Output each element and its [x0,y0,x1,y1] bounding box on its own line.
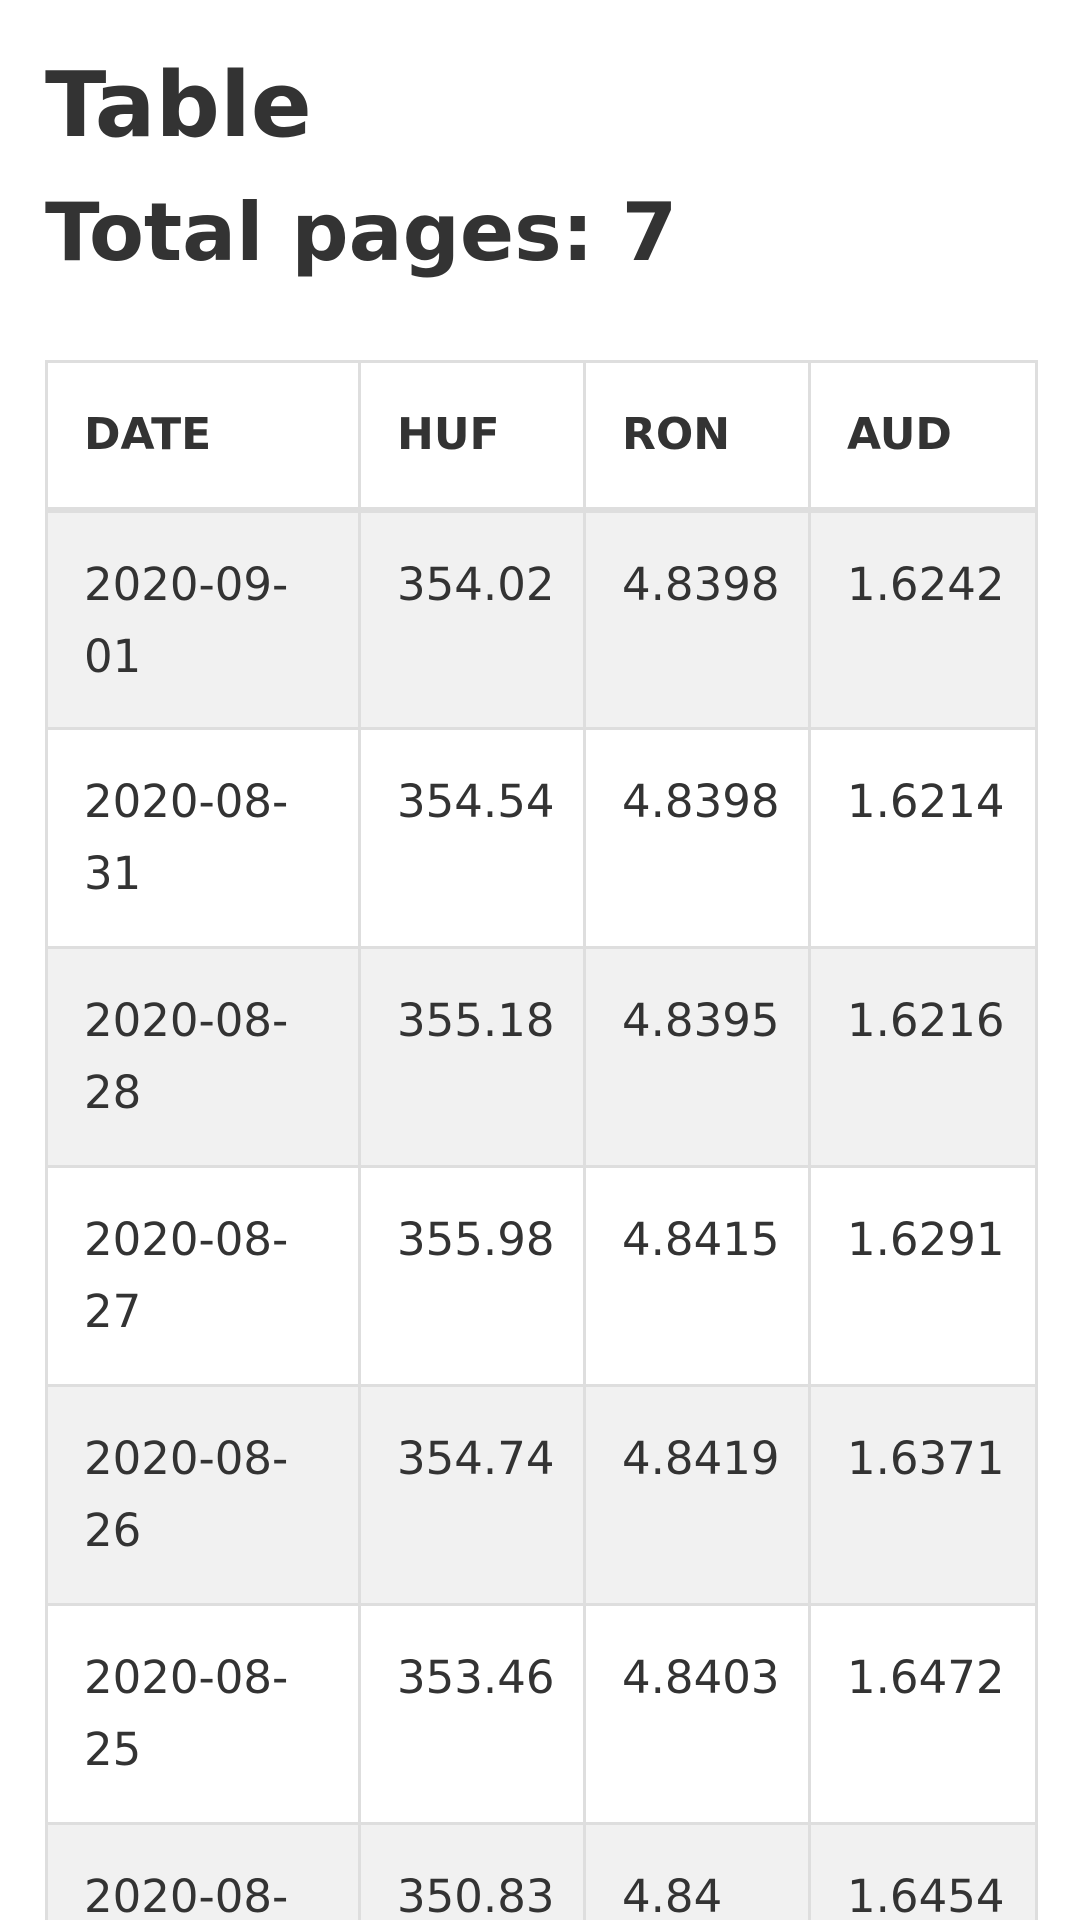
total-pages-label: Total pages: 7 [45,186,678,279]
cell-ron: 4.8419 [583,1384,811,1606]
cell-ron: 4.84 [583,1822,811,1920]
cell-ron: 4.8398 [583,508,811,730]
cell-ron: 4.8398 [583,727,811,949]
table-row: 2020-08-26 354.74 4.8419 1.6371 [45,1384,1038,1606]
column-header-huf[interactable]: HUF [358,360,586,513]
cell-date: 2020-09-01 [45,508,361,730]
table-row: 2020-08-27 355.98 4.8415 1.6291 [45,1165,1038,1387]
cell-date: 2020-08-31 [45,727,361,949]
cell-date: 2020-08-25 [45,1603,361,1825]
table-container: DATE HUF RON AUD 2020-09-01 354.02 4.839… [45,360,1038,1920]
cell-ron: 4.8403 [583,1603,811,1825]
cell-date: 2020-08-26 [45,1384,361,1606]
column-header-aud[interactable]: AUD [808,360,1038,513]
cell-huf: 354.54 [358,727,586,949]
rates-table: DATE HUF RON AUD 2020-09-01 354.02 4.839… [45,360,1038,1920]
cell-huf: 353.46 [358,1603,586,1825]
cell-ron: 4.8395 [583,946,811,1168]
table-row: 2020-08- 350.83 4.84 1.6454 [45,1822,1038,1920]
cell-aud: 1.6216 [808,946,1038,1168]
cell-ron: 4.8415 [583,1165,811,1387]
cell-huf: 350.83 [358,1822,586,1920]
cell-date: 2020-08-28 [45,946,361,1168]
cell-aud: 1.6472 [808,1603,1038,1825]
table-row: 2020-08-25 353.46 4.8403 1.6472 [45,1603,1038,1825]
table-header-row: DATE HUF RON AUD [45,360,1038,513]
column-header-ron[interactable]: RON [583,360,811,513]
cell-huf: 355.98 [358,1165,586,1387]
cell-aud: 1.6291 [808,1165,1038,1387]
cell-aud: 1.6242 [808,508,1038,730]
cell-huf: 354.74 [358,1384,586,1606]
cell-aud: 1.6371 [808,1384,1038,1606]
cell-date: 2020-08-27 [45,1165,361,1387]
cell-date: 2020-08- [45,1822,361,1920]
cell-huf: 355.18 [358,946,586,1168]
cell-aud: 1.6214 [808,727,1038,949]
table-row: 2020-08-28 355.18 4.8395 1.6216 [45,946,1038,1168]
table-row: 2020-08-31 354.54 4.8398 1.6214 [45,727,1038,949]
cell-aud: 1.6454 [808,1822,1038,1920]
table-row: 2020-09-01 354.02 4.8398 1.6242 [45,508,1038,730]
page-title: Table [45,53,312,158]
column-header-date[interactable]: DATE [45,360,361,513]
cell-huf: 354.02 [358,508,586,730]
